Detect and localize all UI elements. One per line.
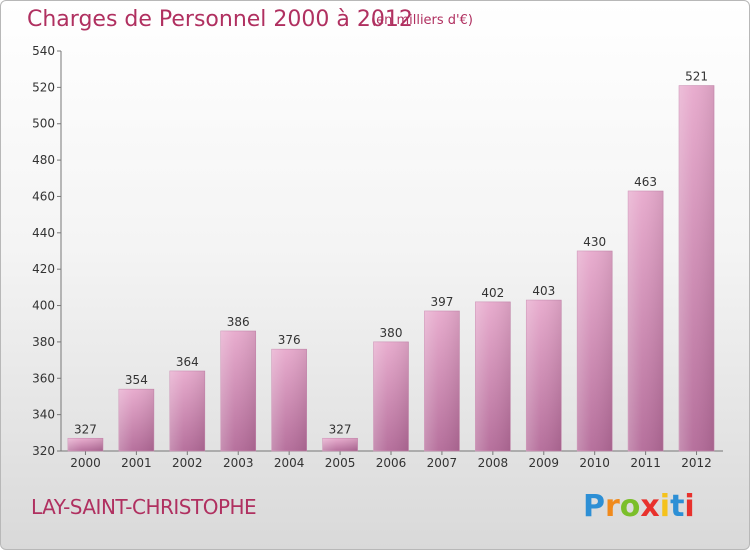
data-label: 463 (634, 175, 657, 189)
bar-shine-2001 (118, 389, 154, 451)
x-tick-label: 2008 (478, 456, 509, 470)
data-label: 397 (430, 295, 453, 309)
bar-layer (67, 85, 715, 452)
chart-subtitle: (en milliers d'€) (371, 13, 473, 28)
y-tick-label: 440 (32, 226, 55, 240)
x-tick-label: 2001 (121, 456, 152, 470)
y-tick-label: 460 (32, 189, 55, 203)
bar-shine-2009 (526, 300, 562, 451)
data-label: 403 (532, 284, 555, 298)
label-layer: 2000 327 2001 354 2002 364 2003 386 2004 376 2005 3… (70, 70, 712, 470)
x-tick-label: 2000 (70, 456, 101, 470)
y-tick-label: 500 (32, 117, 55, 131)
bar-shine-2000 (67, 438, 103, 451)
bar-shine-2010 (577, 251, 613, 451)
x-tick-label: 2012 (681, 456, 712, 470)
x-tick-label: 2002 (172, 456, 203, 470)
y-tick-label: 380 (32, 335, 55, 349)
data-label: 354 (125, 373, 148, 387)
commune-name: LAY-SAINT-CHRISTOPHE (31, 495, 257, 519)
y-tick-label: 480 (32, 153, 55, 167)
data-label: 364 (176, 355, 199, 369)
data-label: 376 (278, 333, 301, 347)
bar-shine-2002 (169, 371, 205, 451)
x-tick-label: 2009 (528, 456, 559, 470)
data-label: 402 (481, 286, 504, 300)
y-tick-label: 520 (32, 80, 55, 94)
data-label: 386 (227, 315, 250, 329)
x-tick-label: 2006 (376, 456, 407, 470)
x-tick-label: 2007 (427, 456, 458, 470)
y-tick-label: 540 (32, 44, 55, 58)
y-tick-label: 400 (32, 299, 55, 313)
y-tick-label: 340 (32, 408, 55, 422)
proxiti-logo: Proxiti (583, 489, 695, 524)
bar-shine-2003 (220, 331, 256, 451)
x-tick-label: 2005 (325, 456, 356, 470)
logo-letter: r (605, 489, 620, 524)
bar-shine-2005 (322, 438, 358, 451)
bar-shine-2011 (628, 191, 664, 451)
logo-letter: i (659, 489, 671, 524)
bar-shine-2007 (424, 311, 460, 451)
y-tick-label: 420 (32, 262, 55, 276)
logo-letter: i (684, 489, 695, 524)
chart-title: Charges de Personnel 2000 à 2012 (27, 7, 413, 32)
data-label: 327 (74, 422, 97, 436)
bar-shine-2012 (679, 85, 715, 451)
y-tick-label: 360 (32, 371, 55, 385)
x-tick-label: 2011 (630, 456, 661, 470)
x-tick-label: 2004 (274, 456, 305, 470)
bar-shine-2004 (271, 349, 307, 451)
data-label: 327 (329, 422, 352, 436)
logo-letter: P (583, 489, 605, 524)
x-tick-label: 2010 (579, 456, 610, 470)
axis-layer: 320 340 360 380 400 420 440 460 480 500 520 540 (32, 44, 723, 458)
logo-letter: x (640, 489, 660, 524)
bar-shine-2008 (475, 301, 511, 451)
y-tick-label: 320 (32, 444, 55, 458)
logo-letter: o (619, 489, 641, 524)
bar-shine-2006 (373, 341, 409, 451)
x-tick-label: 2003 (223, 456, 254, 470)
data-label: 380 (380, 326, 403, 340)
data-label: 521 (685, 70, 708, 84)
data-label: 430 (583, 235, 606, 249)
logo-letter: t (670, 489, 685, 524)
